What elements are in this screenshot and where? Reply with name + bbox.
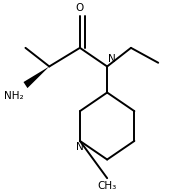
Text: NH₂: NH₂	[4, 91, 24, 101]
Text: N: N	[108, 54, 116, 64]
Text: CH₃: CH₃	[98, 181, 117, 191]
Polygon shape	[24, 67, 49, 88]
Text: O: O	[76, 3, 84, 13]
Text: N: N	[76, 142, 84, 152]
